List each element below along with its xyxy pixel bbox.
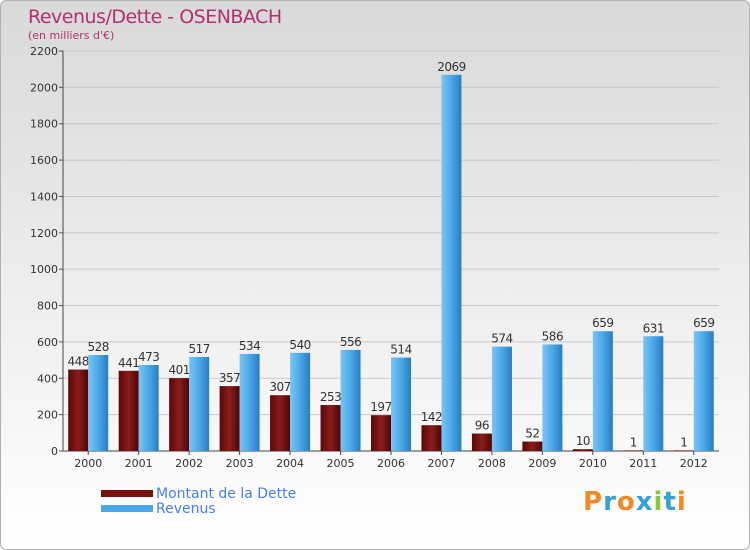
- bar-revenue: [592, 331, 613, 451]
- chart-subtitle: (en milliers d'€): [28, 29, 115, 42]
- bar-revenue: [138, 365, 159, 451]
- data-label-debt: 197: [370, 400, 391, 414]
- bar-revenue: [239, 353, 260, 451]
- bar-debt: [673, 450, 694, 451]
- x-tick-label: 2009: [528, 457, 556, 470]
- y-tick-label: 800: [37, 300, 58, 313]
- data-label-debt: 401: [168, 363, 189, 377]
- data-label-debt: 253: [320, 390, 341, 404]
- x-tick-label: 2002: [175, 457, 203, 470]
- data-label-revenue: 574: [491, 332, 512, 346]
- x-tick-label: 2005: [327, 457, 355, 470]
- bar-debt: [118, 370, 139, 451]
- legend-label-revenue: Revenus: [156, 501, 216, 517]
- x-tick-label: 2008: [478, 457, 506, 470]
- bar-debt: [522, 441, 543, 451]
- y-tick-label: 600: [37, 336, 58, 349]
- y-tick-label: 1000: [30, 263, 58, 276]
- data-label-revenue: 2069: [437, 60, 466, 74]
- y-tick-label: 400: [37, 372, 58, 385]
- y-tick-label: 1200: [30, 227, 58, 240]
- x-tick-label: 2001: [125, 457, 153, 470]
- data-label-revenue: 659: [693, 316, 714, 330]
- bar-revenue: [391, 357, 411, 451]
- y-tick-label: 1400: [30, 190, 58, 203]
- bar-debt: [623, 450, 644, 451]
- bar-debt: [169, 378, 190, 451]
- chart-title: Revenus/Dette - OSENBACH: [28, 6, 282, 28]
- y-tick-label: 2000: [30, 81, 58, 94]
- x-tick-label: 2012: [680, 457, 708, 470]
- x-tick-label: 2006: [377, 457, 405, 470]
- bar-revenue: [693, 331, 714, 451]
- bar-revenue: [290, 352, 311, 451]
- logo-letter: r: [603, 487, 617, 517]
- data-label-revenue: 586: [542, 329, 563, 343]
- logo-letter: i: [676, 487, 687, 517]
- bar-debt: [471, 433, 492, 451]
- x-tick-label: 2000: [74, 457, 102, 470]
- y-tick-label: 1800: [30, 118, 58, 131]
- data-label-revenue: 540: [289, 338, 310, 352]
- bar-revenue: [491, 346, 512, 451]
- bar-revenue: [88, 355, 109, 451]
- data-label-debt: 1: [630, 435, 637, 449]
- data-label-debt: 10: [576, 434, 590, 448]
- data-label-revenue: 528: [88, 340, 109, 354]
- data-label-revenue: 659: [592, 316, 613, 330]
- x-tick-label: 2007: [427, 457, 455, 470]
- data-label-revenue: 473: [138, 350, 159, 364]
- bar-debt: [270, 395, 291, 451]
- bar-revenue: [441, 74, 462, 452]
- bar-debt: [320, 405, 341, 451]
- y-tick-label: 200: [37, 409, 58, 422]
- data-label-debt: 357: [219, 371, 240, 385]
- bar-revenue: [643, 336, 664, 451]
- legend-swatch-debt: [101, 490, 153, 497]
- y-tick-label: 0: [51, 445, 58, 458]
- bar-debt: [572, 449, 593, 451]
- logo-letter: x: [635, 487, 654, 517]
- data-label-revenue: 556: [340, 335, 361, 349]
- legend-label-debt: Montant de la Dette: [156, 486, 297, 502]
- x-tick-label: 2003: [226, 457, 254, 470]
- data-label-debt: 52: [525, 427, 539, 441]
- data-label-debt: 448: [68, 355, 89, 369]
- bar-debt: [68, 369, 89, 451]
- data-label-revenue: 534: [239, 339, 260, 353]
- bar-debt: [421, 425, 442, 451]
- logo-letter: t: [663, 487, 677, 517]
- legend-swatch-revenue: [101, 505, 153, 512]
- x-tick-label: 2010: [579, 457, 607, 470]
- bar-debt: [219, 386, 240, 451]
- proxiti-logo: Proxiti: [583, 487, 687, 517]
- bar-revenue: [340, 349, 361, 451]
- logo-letter: o: [616, 487, 636, 517]
- data-label-debt: 142: [421, 410, 442, 424]
- data-label-revenue: 517: [188, 342, 209, 356]
- bar-revenue: [542, 344, 563, 451]
- data-label-debt: 1: [680, 435, 687, 449]
- data-label-debt: 96: [475, 419, 489, 433]
- data-label-debt: 307: [269, 380, 290, 394]
- data-label-revenue: 631: [643, 321, 664, 335]
- bar-debt: [371, 415, 391, 451]
- y-tick-label: 1600: [30, 154, 58, 167]
- y-tick-label: 2200: [30, 45, 58, 58]
- bar-revenue: [189, 357, 210, 451]
- logo-letter: i: [653, 487, 664, 517]
- data-label-revenue: 514: [390, 343, 411, 357]
- x-tick-label: 2004: [276, 457, 304, 470]
- x-tick-label: 2011: [629, 457, 657, 470]
- data-label-debt: 441: [118, 356, 139, 370]
- logo-letter: P: [583, 487, 604, 517]
